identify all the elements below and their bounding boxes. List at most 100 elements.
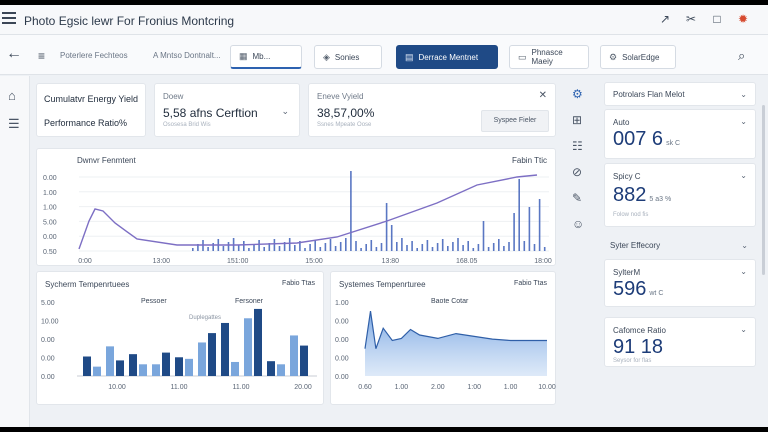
grid-view-icon[interactable]: ⊞ [572, 113, 583, 127]
pen-icon[interactable]: ✎ [572, 191, 583, 205]
y-tick-label: 0.00 [41, 374, 55, 381]
x-tick-label: 0.60 [358, 384, 372, 391]
back-arrow-icon[interactable]: ← [6, 45, 22, 62]
section-system-efficiency[interactable]: Syter Effecory ⌄ [604, 237, 756, 255]
data-bar [350, 171, 352, 251]
scrollbar[interactable] [762, 105, 765, 275]
chevron-down-icon[interactable]: ⌄ [740, 117, 747, 126]
tools-icon[interactable]: ✂ [685, 12, 697, 26]
y-tick-label: 0.00 [335, 319, 349, 326]
breadcrumb-1[interactable]: Poterlere Fechteos [60, 51, 128, 60]
home-icon[interactable]: ⌂ [8, 88, 16, 103]
energy-value: 38,57,00% [317, 106, 375, 120]
area-line [364, 311, 547, 349]
data-bar [452, 242, 454, 251]
data-bar [365, 244, 367, 251]
data-bar [221, 322, 229, 376]
data-bar [294, 245, 296, 251]
data-bar [503, 246, 505, 251]
data-bar [543, 247, 546, 251]
hamburger-menu-icon[interactable] [2, 12, 16, 24]
data-bar [248, 248, 250, 251]
trend-line [78, 174, 538, 250]
tab-label: Phnasce Maeiy [531, 48, 563, 66]
kpi-card-yield: Cumulatvr Energy Yield Performance Ratio… [36, 83, 146, 137]
y-tick-label: 10.00 [41, 319, 59, 326]
bar-chart: 5.00 10.00 0.00 0.00 0.00 10.00 11.00 11.00 20.0… [41, 300, 317, 391]
tab-solaredge[interactable]: ⚙ SolarEdge [600, 45, 676, 69]
chevron-down-icon[interactable]: ⌄ [741, 241, 748, 250]
tab-sonies[interactable]: ◈ Sonies [314, 45, 382, 69]
energy-filter-button[interactable]: Syspee Fieler [481, 110, 549, 132]
data-bar [116, 360, 124, 376]
tab-label: SolarEdge [622, 52, 660, 62]
y-tick-label: 0.00 [43, 234, 57, 241]
search-icon[interactable]: ⌕ [738, 48, 746, 63]
x-tick-label: 1.00 [395, 384, 409, 391]
sliders-icon[interactable]: ☰ [8, 116, 20, 131]
data-bar [299, 241, 301, 251]
area-chart-title: Systemes Tempenrturee [339, 280, 426, 289]
settings-burst-icon[interactable]: ✹ [737, 12, 749, 26]
tab-label: Mb... [252, 52, 271, 61]
metric-card-performance[interactable]: Cafomce Ratio ⌄ 91 18 Seysor for flas [604, 317, 756, 367]
data-bar [254, 308, 262, 376]
metric-value: 91 18 [613, 336, 664, 358]
breadcrumb-2[interactable]: A Mntso Dontnalt... [153, 51, 221, 60]
metric-label: Cafomce Ratio [613, 326, 666, 335]
close-icon[interactable]: ✕ [538, 90, 547, 101]
metric-card-spicy[interactable]: Spicy C ⌄ 882 5 a3 % Folow nod fis [604, 163, 756, 227]
data-bar [278, 246, 281, 251]
x-tick-label: 11.00 [233, 384, 250, 391]
compass-icon[interactable]: ⊘ [572, 165, 583, 179]
data-bar [152, 364, 160, 376]
y-tick-label: 5.00 [43, 219, 57, 226]
chevron-down-icon[interactable]: ⌄ [281, 106, 289, 116]
metric-card-auto[interactable]: Auto ⌄ 007 6 sk C [604, 109, 756, 159]
data-bar [467, 241, 469, 251]
metric-value: 596 wt C [613, 278, 664, 300]
share-icon[interactable]: ↗ [659, 12, 671, 26]
data-bar [253, 244, 255, 251]
data-bar [277, 364, 285, 376]
device-label: Doew [163, 92, 184, 101]
chevron-down-icon[interactable]: ⌄ [740, 171, 747, 180]
chevron-down-icon[interactable]: ⌄ [740, 267, 747, 276]
data-bar [436, 243, 439, 251]
x-tick-label: 1.00 [504, 384, 518, 391]
data-bar [329, 239, 332, 251]
data-bar [267, 361, 275, 376]
tab-phnasce-maeiy[interactable]: ▭ Phnasce Maeiy [509, 45, 589, 69]
document-icon[interactable]: ☷ [572, 139, 583, 153]
user-icon[interactable]: ☺ [572, 217, 585, 231]
data-bar [370, 240, 373, 251]
data-bar [197, 244, 199, 251]
data-bar [498, 239, 500, 251]
grid-icon: ▦ [239, 51, 248, 61]
chevron-down-icon[interactable]: ⌄ [740, 90, 747, 99]
list-icon[interactable]: ≡ [38, 49, 46, 63]
right-panel-header[interactable]: Potrolars Flan Melot ⌄ [604, 82, 756, 106]
tab-mb[interactable]: ▦ Mb... [230, 45, 302, 69]
kpi-card-device[interactable]: Doew 5,58 afns Cerftion Ososesa Brid Wis… [154, 83, 300, 137]
data-bar [334, 246, 337, 251]
tab-label: Derrace Mentnet [418, 52, 479, 62]
gear-icon[interactable]: ⚙ [572, 87, 583, 101]
metric-card-system[interactable]: SylterM ⌄ 596 wt C [604, 259, 756, 307]
x-tick-label: 168.05 [456, 258, 478, 265]
y-tick-label: 0.00 [41, 356, 55, 363]
title-bar: Photo Egsic lewr For Fronius Montcring ↗… [0, 5, 768, 35]
tab-derrace-mentnet[interactable]: ▤ Derrace Mentnet [396, 45, 498, 69]
x-tick-label: 10.00 [538, 384, 556, 391]
data-bar [319, 247, 322, 251]
data-bar [421, 244, 424, 251]
data-bar [283, 242, 286, 251]
chevron-down-icon[interactable]: ⌄ [740, 325, 747, 334]
data-bar [83, 356, 91, 376]
chat-icon[interactable]: □ [713, 12, 721, 26]
shield-icon: ◈ [323, 51, 330, 62]
data-bar [492, 243, 495, 251]
data-bar [185, 358, 193, 376]
main-chart-card: Dwnvr Fenmtent Fabin Ttic 0.00 1.00 1.00 5.… [36, 148, 556, 266]
bar-tag: Duplegattes [189, 315, 222, 321]
